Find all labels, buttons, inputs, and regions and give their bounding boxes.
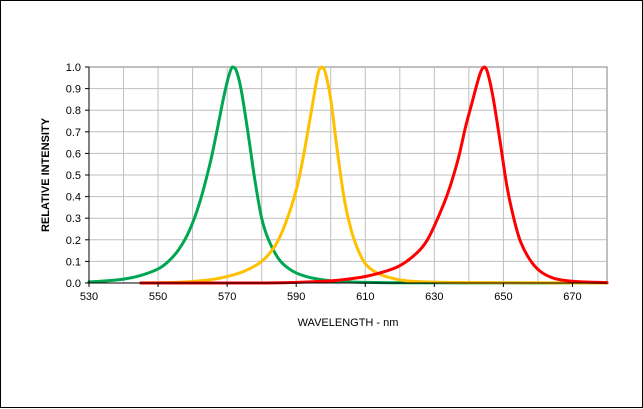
x-tick-label: 570 xyxy=(218,291,236,303)
series-line-1 xyxy=(139,65,609,285)
y-tick-label: 0.8 xyxy=(66,105,81,117)
y-axis-title: RELATIVE INTENSITY xyxy=(40,117,52,232)
y-tick-label: 0.7 xyxy=(66,127,81,139)
x-tick-label: 610 xyxy=(356,291,374,303)
y-tick-label: 0.9 xyxy=(66,84,81,96)
y-tick-label: 0.0 xyxy=(66,278,81,290)
x-tick-label: 670 xyxy=(563,291,581,303)
y-tick-label: 0.2 xyxy=(66,235,81,247)
y-tick-label: 0.4 xyxy=(66,192,81,204)
x-tick-label: 550 xyxy=(149,291,167,303)
y-tick-labels: 0.0 0.1 0.2 0.3 0.4 0.5 0.6 0.7 0.8 0.9 1.0 xyxy=(66,62,81,290)
axes xyxy=(85,66,607,287)
y-tick-label: 1.0 xyxy=(66,62,81,74)
y-tick-label: 0.6 xyxy=(66,148,81,160)
grid-lines xyxy=(89,67,607,283)
y-tick-label: 0.1 xyxy=(66,256,81,268)
x-axis-title: WAVELENGTH - nm xyxy=(298,317,399,329)
x-tick-label: 650 xyxy=(494,291,512,303)
series-group xyxy=(87,65,609,285)
x-tick-label: 530 xyxy=(80,291,98,303)
series-line-2 xyxy=(139,65,609,285)
x-tick-label: 590 xyxy=(287,291,305,303)
x-tick-label: 630 xyxy=(425,291,443,303)
x-tick-labels: 530 550 570 590 610 630 650 670 xyxy=(80,291,582,303)
y-tick-label: 0.3 xyxy=(66,213,81,225)
series-line-0 xyxy=(87,65,609,285)
y-tick-label: 0.5 xyxy=(66,170,81,182)
